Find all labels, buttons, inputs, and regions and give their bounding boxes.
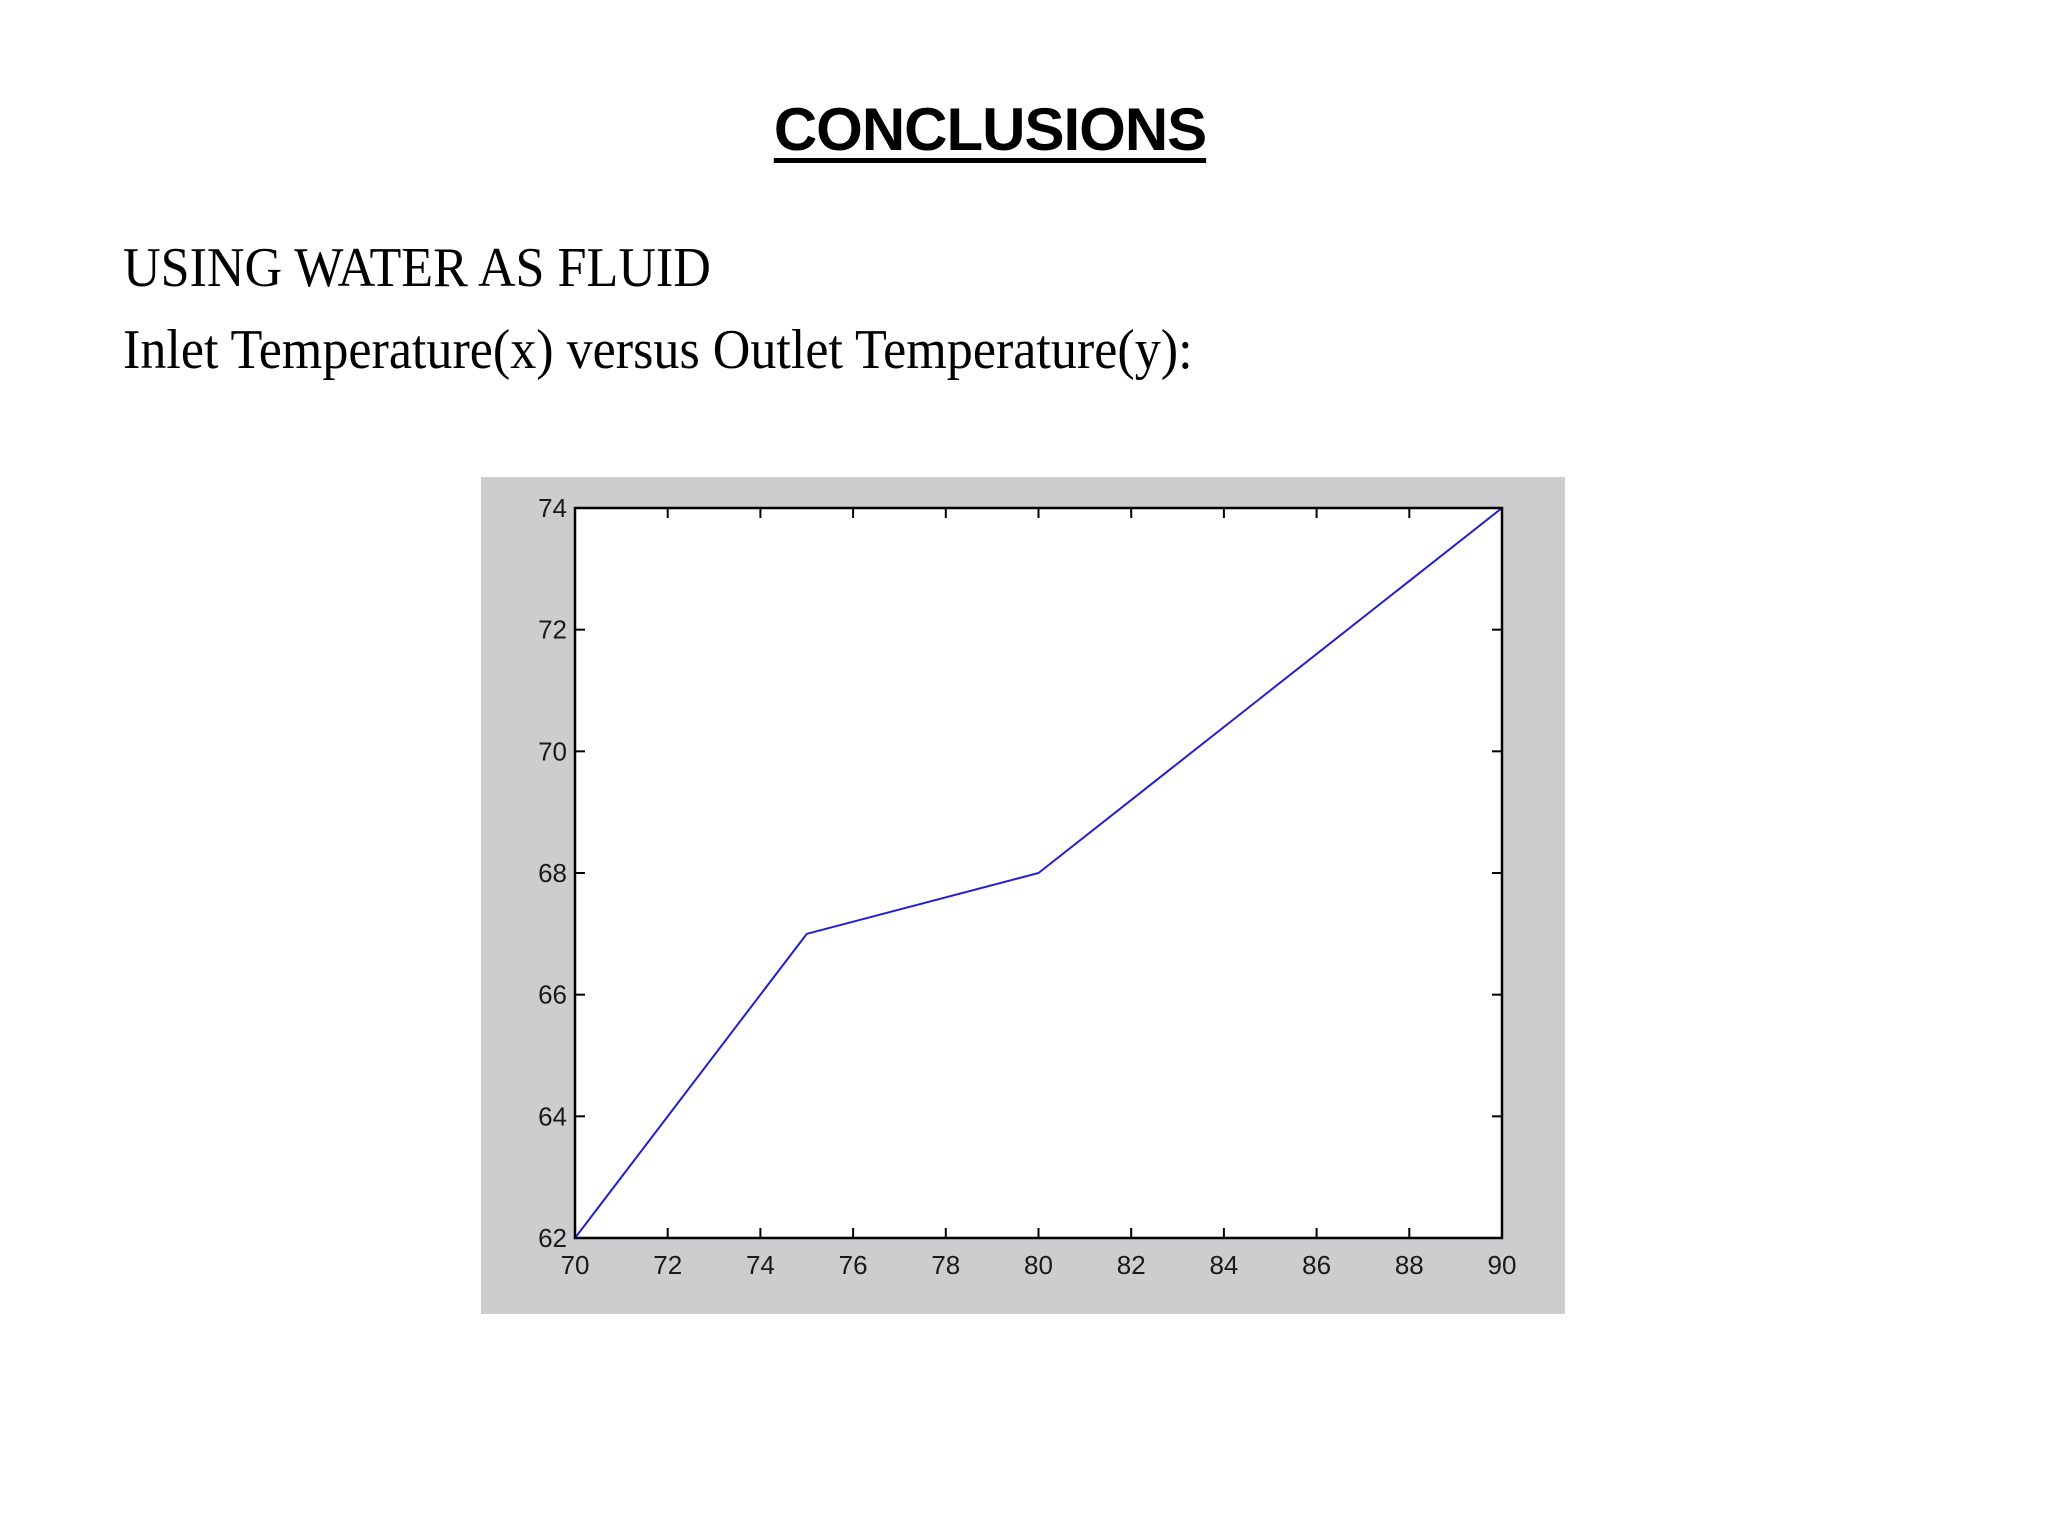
x-tick-label: 74 [746,1250,775,1280]
y-tick-label: 62 [538,1223,567,1253]
x-tick-label: 78 [931,1250,960,1280]
data-series-line [574,507,1503,1239]
subtitle-axes-description: Inlet Temperature(x) versus Outlet Tempe… [123,319,1193,381]
y-tick-label: 74 [538,493,567,523]
x-tick-label: 84 [1209,1250,1238,1280]
slide-title: CONCLUSIONS [0,95,1980,164]
x-tick-label: 70 [561,1250,590,1280]
axes-frame [573,506,1504,1240]
y-tick-label: 64 [538,1101,567,1131]
y-tick-label: 72 [538,615,567,645]
x-tick-label: 88 [1395,1250,1424,1280]
y-tick-label: 68 [538,858,567,888]
y-tick-label: 70 [538,736,567,766]
x-tick-label: 76 [839,1250,868,1280]
x-tick-label: 86 [1302,1250,1331,1280]
x-tick-label: 90 [1488,1250,1517,1280]
y-tick-label: 66 [538,980,567,1010]
slide-title-text: CONCLUSIONS [773,96,1207,163]
x-tick-label: 82 [1117,1250,1146,1280]
x-tick-label: 80 [1024,1250,1053,1280]
x-tick-label: 72 [653,1250,682,1280]
subtitle-fluid: USING WATER AS FLUID [123,237,711,299]
